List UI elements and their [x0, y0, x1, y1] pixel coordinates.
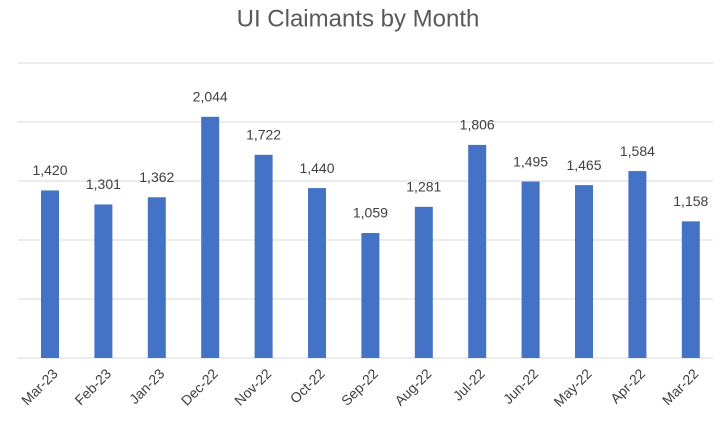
data-label: 1,440	[299, 160, 334, 176]
data-label: 1,362	[139, 169, 174, 185]
x-tick-label: Aug-22	[391, 365, 434, 408]
data-label: 1,420	[32, 162, 67, 178]
data-label: 1,301	[86, 176, 121, 192]
x-tick-label: Jun-22	[500, 365, 542, 407]
x-tick-label: Feb-23	[71, 365, 114, 408]
bar	[201, 116, 220, 358]
bar	[361, 233, 380, 358]
data-label: 1,584	[620, 143, 655, 159]
data-label: 1,495	[513, 153, 548, 169]
x-tick-label: May-22	[550, 365, 594, 409]
data-label: 1,059	[353, 205, 388, 221]
data-label: 1,722	[246, 127, 281, 143]
x-tick-label: Sep-22	[338, 365, 381, 408]
x-tick-label: Mar-22	[659, 365, 702, 408]
x-tick-label: Nov-22	[231, 365, 274, 408]
bar	[254, 154, 273, 358]
data-label: 1,806	[460, 117, 495, 133]
bar	[147, 197, 166, 358]
bar	[308, 188, 326, 358]
bar	[681, 221, 700, 358]
bar	[575, 185, 593, 358]
bar	[94, 204, 113, 358]
bar	[521, 181, 540, 358]
bar	[628, 171, 647, 358]
data-label: 1,465	[566, 157, 601, 173]
bar	[414, 206, 433, 358]
chart-title: UI Claimants by Month	[237, 5, 480, 32]
x-tick-label: Dec-22	[178, 365, 221, 408]
data-label: 1,281	[406, 179, 441, 195]
x-tick-label: Jan-23	[126, 365, 168, 407]
x-tick-label: Jul-22	[450, 365, 488, 403]
bar	[41, 190, 59, 358]
bar	[468, 144, 487, 358]
data-label: 1,158	[673, 193, 708, 209]
x-tick-label: Oct-22	[287, 365, 328, 406]
data-label: 2,044	[193, 89, 228, 105]
x-tick-label: Mar-23	[18, 365, 61, 408]
x-tick-label: Apr-22	[607, 365, 648, 406]
